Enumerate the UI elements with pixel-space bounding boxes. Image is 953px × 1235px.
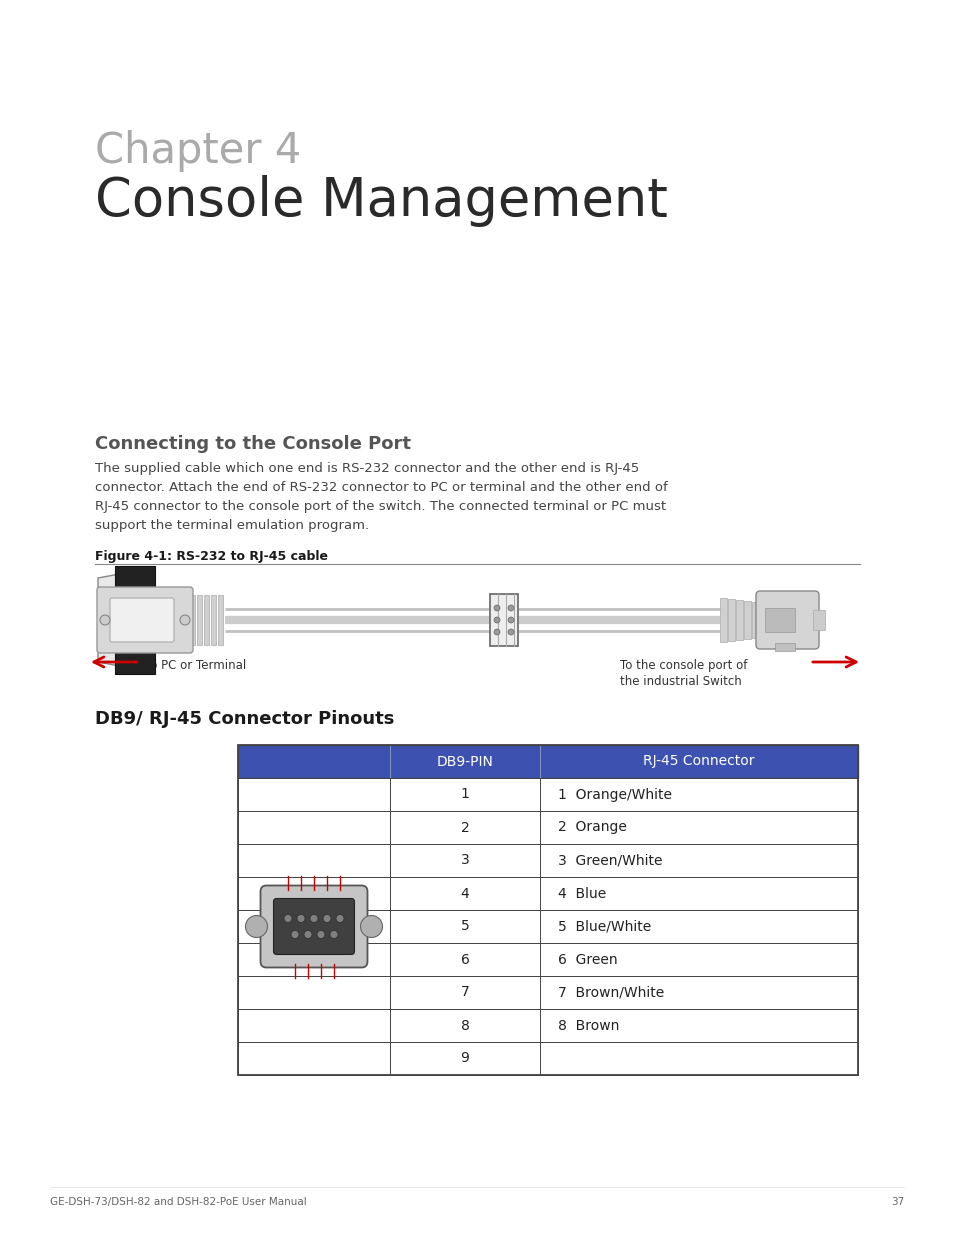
Text: 4: 4 [460, 887, 469, 900]
Circle shape [291, 930, 298, 939]
Bar [237, 910, 857, 944]
Text: 8: 8 [460, 1019, 469, 1032]
Text: 7: 7 [460, 986, 469, 999]
Text: 2  Orange: 2 Orange [558, 820, 626, 835]
Bar [237, 1042, 857, 1074]
Bar [490, 594, 517, 646]
Bar [211, 595, 215, 645]
Bar [237, 844, 857, 877]
Circle shape [304, 930, 312, 939]
Bar [115, 566, 154, 588]
Text: 3: 3 [460, 853, 469, 867]
Text: 2: 2 [460, 820, 469, 835]
Text: Figure 4-1: RS-232 to RJ-45 cable: Figure 4-1: RS-232 to RJ-45 cable [95, 550, 328, 563]
Circle shape [245, 915, 267, 937]
Bar [237, 745, 857, 778]
Bar [812, 610, 824, 630]
Bar [237, 811, 857, 844]
Text: Chapter 4: Chapter 4 [95, 130, 301, 172]
Circle shape [100, 615, 110, 625]
Circle shape [296, 914, 305, 923]
Bar [115, 652, 154, 674]
Bar [190, 595, 194, 645]
Bar [237, 778, 857, 811]
Bar [237, 877, 857, 910]
Circle shape [180, 615, 190, 625]
Circle shape [507, 605, 514, 611]
Circle shape [507, 618, 514, 622]
Text: connector. Attach the end of RS-232 connector to PC or terminal and the other en: connector. Attach the end of RS-232 conn… [95, 480, 667, 494]
FancyBboxPatch shape [755, 592, 818, 650]
Polygon shape [98, 572, 130, 668]
Bar [735, 600, 742, 640]
Bar [764, 608, 794, 632]
Bar [218, 595, 223, 645]
FancyBboxPatch shape [260, 885, 367, 967]
Text: Connecting to the Console Port: Connecting to the Console Port [95, 435, 411, 453]
Text: To the console port of: To the console port of [619, 659, 746, 672]
Circle shape [316, 930, 325, 939]
Bar [727, 599, 734, 641]
Text: RJ-45 Connector: RJ-45 Connector [642, 755, 754, 768]
Text: 8  Brown: 8 Brown [558, 1019, 618, 1032]
Text: 5: 5 [460, 920, 469, 934]
Text: 4  Blue: 4 Blue [558, 887, 605, 900]
Bar [196, 595, 202, 645]
Text: The supplied cable which one end is RS-232 connector and the other end is RJ-45: The supplied cable which one end is RS-2… [95, 462, 639, 475]
Text: To PC or Terminal: To PC or Terminal [145, 659, 246, 672]
Bar [237, 1009, 857, 1042]
Text: 1  Orange/White: 1 Orange/White [558, 788, 671, 802]
FancyBboxPatch shape [274, 899, 355, 955]
FancyBboxPatch shape [97, 587, 193, 653]
Text: 5  Blue/White: 5 Blue/White [558, 920, 651, 934]
Circle shape [494, 605, 499, 611]
Text: DB9-PIN: DB9-PIN [436, 755, 493, 768]
Circle shape [310, 914, 317, 923]
Text: 3  Green/White: 3 Green/White [558, 853, 661, 867]
Text: RJ-45 connector to the console port of the switch. The connected terminal or PC : RJ-45 connector to the console port of t… [95, 500, 665, 513]
Bar [751, 601, 759, 638]
FancyBboxPatch shape [110, 598, 173, 642]
Text: GE-DSH-73/DSH-82 and DSH-82-PoE User Manual: GE-DSH-73/DSH-82 and DSH-82-PoE User Man… [50, 1197, 307, 1207]
Bar [774, 643, 794, 651]
Text: the industrial Switch: the industrial Switch [619, 676, 741, 688]
Circle shape [330, 930, 337, 939]
Bar [720, 598, 726, 642]
Circle shape [494, 618, 499, 622]
Text: 9: 9 [460, 1051, 469, 1066]
Text: 7  Brown/White: 7 Brown/White [558, 986, 663, 999]
Circle shape [494, 629, 499, 635]
Circle shape [360, 915, 382, 937]
Bar [743, 601, 750, 638]
Circle shape [323, 914, 331, 923]
Bar [237, 976, 857, 1009]
Circle shape [335, 914, 344, 923]
Circle shape [284, 914, 292, 923]
Text: DB9/ RJ-45 Connector Pinouts: DB9/ RJ-45 Connector Pinouts [95, 710, 394, 727]
Bar [237, 745, 857, 1074]
Text: Console Management: Console Management [95, 175, 667, 227]
Text: 1: 1 [460, 788, 469, 802]
Text: 6  Green: 6 Green [558, 952, 617, 967]
Text: 37: 37 [890, 1197, 903, 1207]
Bar [204, 595, 209, 645]
Text: support the terminal emulation program.: support the terminal emulation program. [95, 519, 369, 532]
Text: 6: 6 [460, 952, 469, 967]
Circle shape [507, 629, 514, 635]
Bar [237, 944, 857, 976]
